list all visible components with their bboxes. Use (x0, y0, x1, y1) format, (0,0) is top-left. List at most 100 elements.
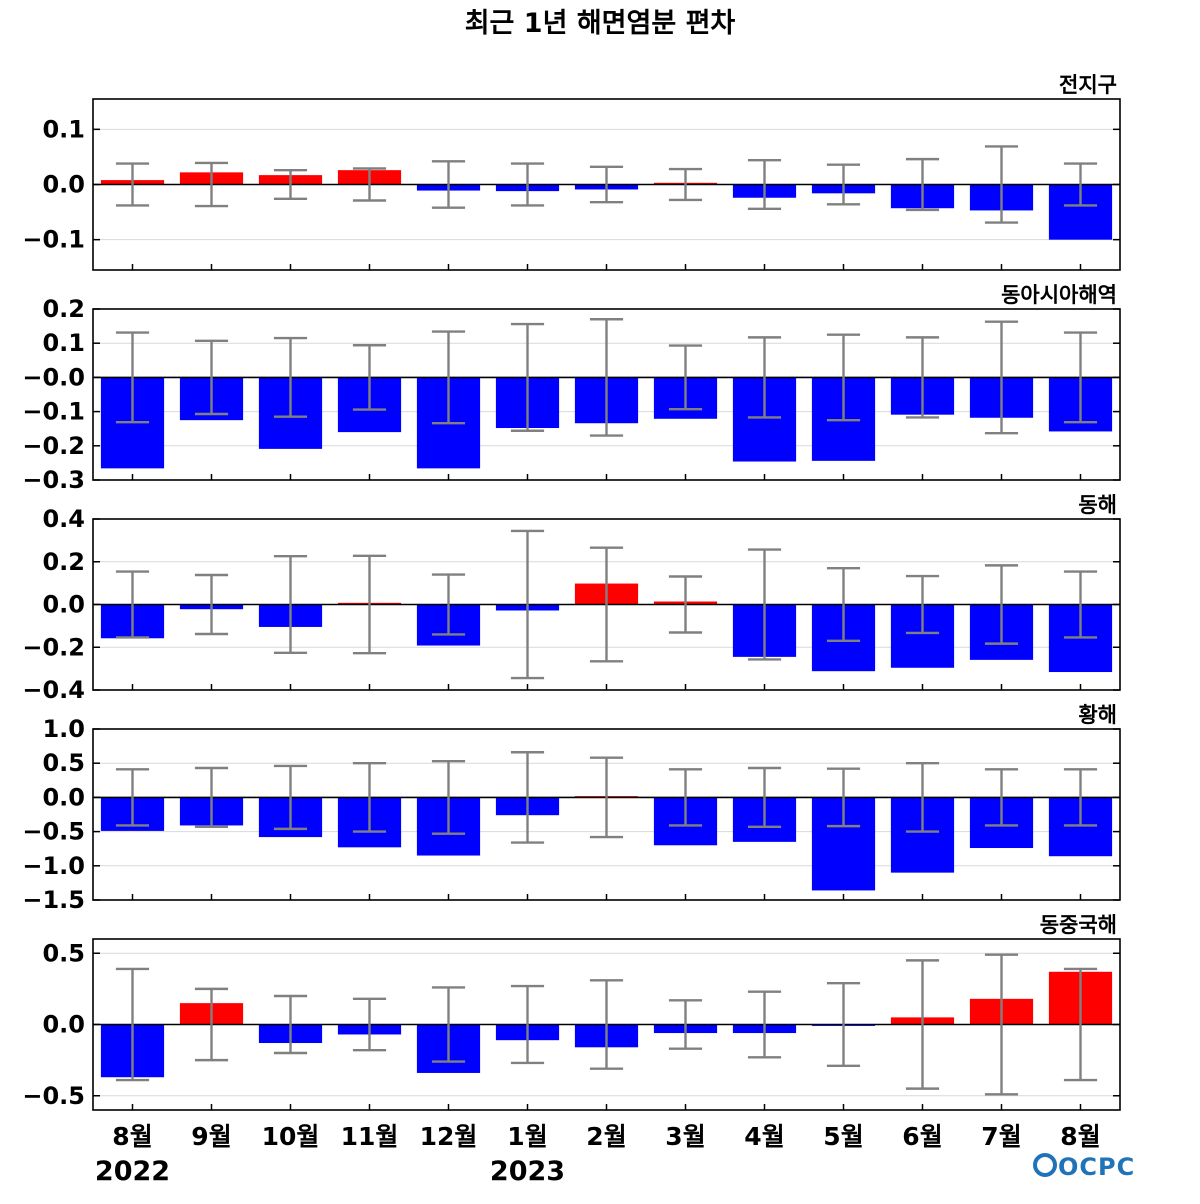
x-tick-label: 8월 (1060, 1122, 1100, 1151)
error-bar (1063, 967, 1098, 1082)
error-bar (431, 573, 466, 636)
error-bar (352, 762, 387, 833)
error-bar (115, 768, 150, 827)
y-tick-label: 0.2 (42, 295, 85, 323)
y-tick-label: −1.5 (22, 886, 85, 914)
error-bar (826, 333, 861, 422)
y-tick-label: −0.4 (22, 676, 85, 704)
x-tick-label: 6월 (902, 1122, 942, 1151)
error-bar (352, 344, 387, 411)
error-bar (273, 168, 308, 201)
error-bar (668, 167, 703, 202)
error-bar (115, 331, 150, 424)
y-tick-label: −0.1 (22, 226, 85, 254)
error-bar (194, 161, 229, 208)
y-tick-label: −0.5 (22, 818, 85, 846)
error-bar (431, 160, 466, 209)
x-axis: 8월 9월 10월 11월 12월 1월 2월 3월 4월 5월 6월 7월 8월 2022 2023 (95, 1122, 1101, 1187)
error-bar (1063, 331, 1098, 424)
error-bar (115, 570, 150, 639)
error-bar (668, 999, 703, 1050)
x-tick-label: 10월 (262, 1122, 320, 1151)
error-bar (194, 339, 229, 416)
panel: 동해 0.4 0.2 0.0 −0.2 −0.4 (22, 493, 1121, 704)
y-tick-label: 0.1 (42, 115, 85, 143)
error-bar (668, 344, 703, 411)
x-tick-label: 9월 (191, 1122, 231, 1151)
error-bar (747, 336, 782, 419)
year-label: 2022 (95, 1156, 170, 1187)
x-tick-label: 5월 (823, 1122, 863, 1151)
error-bar (510, 984, 545, 1065)
error-bar (589, 546, 624, 663)
y-tick-label: 0.0 (42, 783, 85, 811)
error-bar (273, 554, 308, 655)
error-bar (747, 159, 782, 210)
x-tick-label: 12월 (420, 1122, 478, 1151)
panel-name: 동아시아해역 (1001, 283, 1117, 307)
error-bar (273, 764, 308, 831)
error-bar (747, 766, 782, 829)
y-tick-label: −0.2 (22, 432, 85, 460)
error-bar (589, 756, 624, 839)
error-bar (747, 548, 782, 661)
panel-name: 동해 (1078, 493, 1117, 517)
error-bar (1063, 570, 1098, 639)
error-bar (826, 767, 861, 828)
error-bar (826, 163, 861, 206)
panel: 동아시아해역 0.2 0.1 −0.0 −0.1 −0.2 −0.3 (22, 283, 1121, 494)
y-tick-label: 0.1 (42, 329, 85, 357)
y-tick-label: 0.2 (42, 548, 85, 576)
error-bar (194, 573, 229, 636)
y-tick-label: −0.3 (22, 466, 85, 494)
error-bar (510, 162, 545, 207)
logo-circle-icon (1033, 1153, 1057, 1177)
x-tick-label: 1월 (507, 1122, 547, 1151)
panel-name: 황해 (1078, 703, 1117, 727)
error-bar (984, 320, 1019, 435)
error-bar (352, 554, 387, 655)
error-bar (352, 997, 387, 1052)
ocpc-logo: OCPC (1033, 1153, 1134, 1181)
error-bar (431, 759, 466, 835)
error-bar (589, 165, 624, 204)
error-bar (510, 529, 545, 680)
error-bar (273, 994, 308, 1055)
error-bar (589, 318, 624, 437)
y-tick-label: −0.1 (22, 398, 85, 426)
panel: 황해 1.0 0.5 0.0 −0.5 −1.0 −1.5 (22, 703, 1121, 914)
error-bar (352, 167, 387, 202)
error-bar (668, 575, 703, 634)
y-tick-label: 0.4 (42, 505, 85, 533)
error-bar (115, 162, 150, 207)
x-tick-label: 11월 (341, 1122, 399, 1151)
error-bar (668, 768, 703, 827)
y-tick-label: −0.5 (22, 1082, 85, 1110)
error-bar (984, 145, 1019, 224)
error-bar (510, 751, 545, 844)
x-tick-label: 4월 (744, 1122, 784, 1151)
y-tick-label: −0.2 (22, 633, 85, 661)
error-bar (510, 322, 545, 432)
error-bar (905, 959, 940, 1090)
y-tick-label: 0.0 (42, 1011, 85, 1039)
x-tick-label: 8월 (112, 1122, 152, 1151)
error-bar (194, 987, 229, 1062)
panel-name: 동중국해 (1040, 913, 1117, 937)
error-bar (747, 990, 782, 1059)
error-bar (194, 766, 229, 829)
panel: 전지구 0.1 0.0 −0.1 (22, 73, 1121, 271)
y-tick-label: 0.0 (42, 591, 85, 619)
panel-name: 전지구 (1059, 73, 1117, 97)
error-bar (273, 336, 308, 418)
chart-title: 최근 1년 해면염분 편차 (465, 8, 736, 39)
error-bar (984, 953, 1019, 1096)
error-bar (905, 157, 940, 212)
x-tick-label: 3월 (665, 1122, 705, 1151)
error-bar (826, 981, 861, 1068)
error-bar (905, 574, 940, 635)
chart-panels: 전지구 0.1 0.0 −0.1 동아시아해역 0.2 0.1 −0.0 −0.1 −0.2 −0.… (22, 73, 1121, 1111)
y-tick-label: 0.5 (42, 939, 85, 967)
